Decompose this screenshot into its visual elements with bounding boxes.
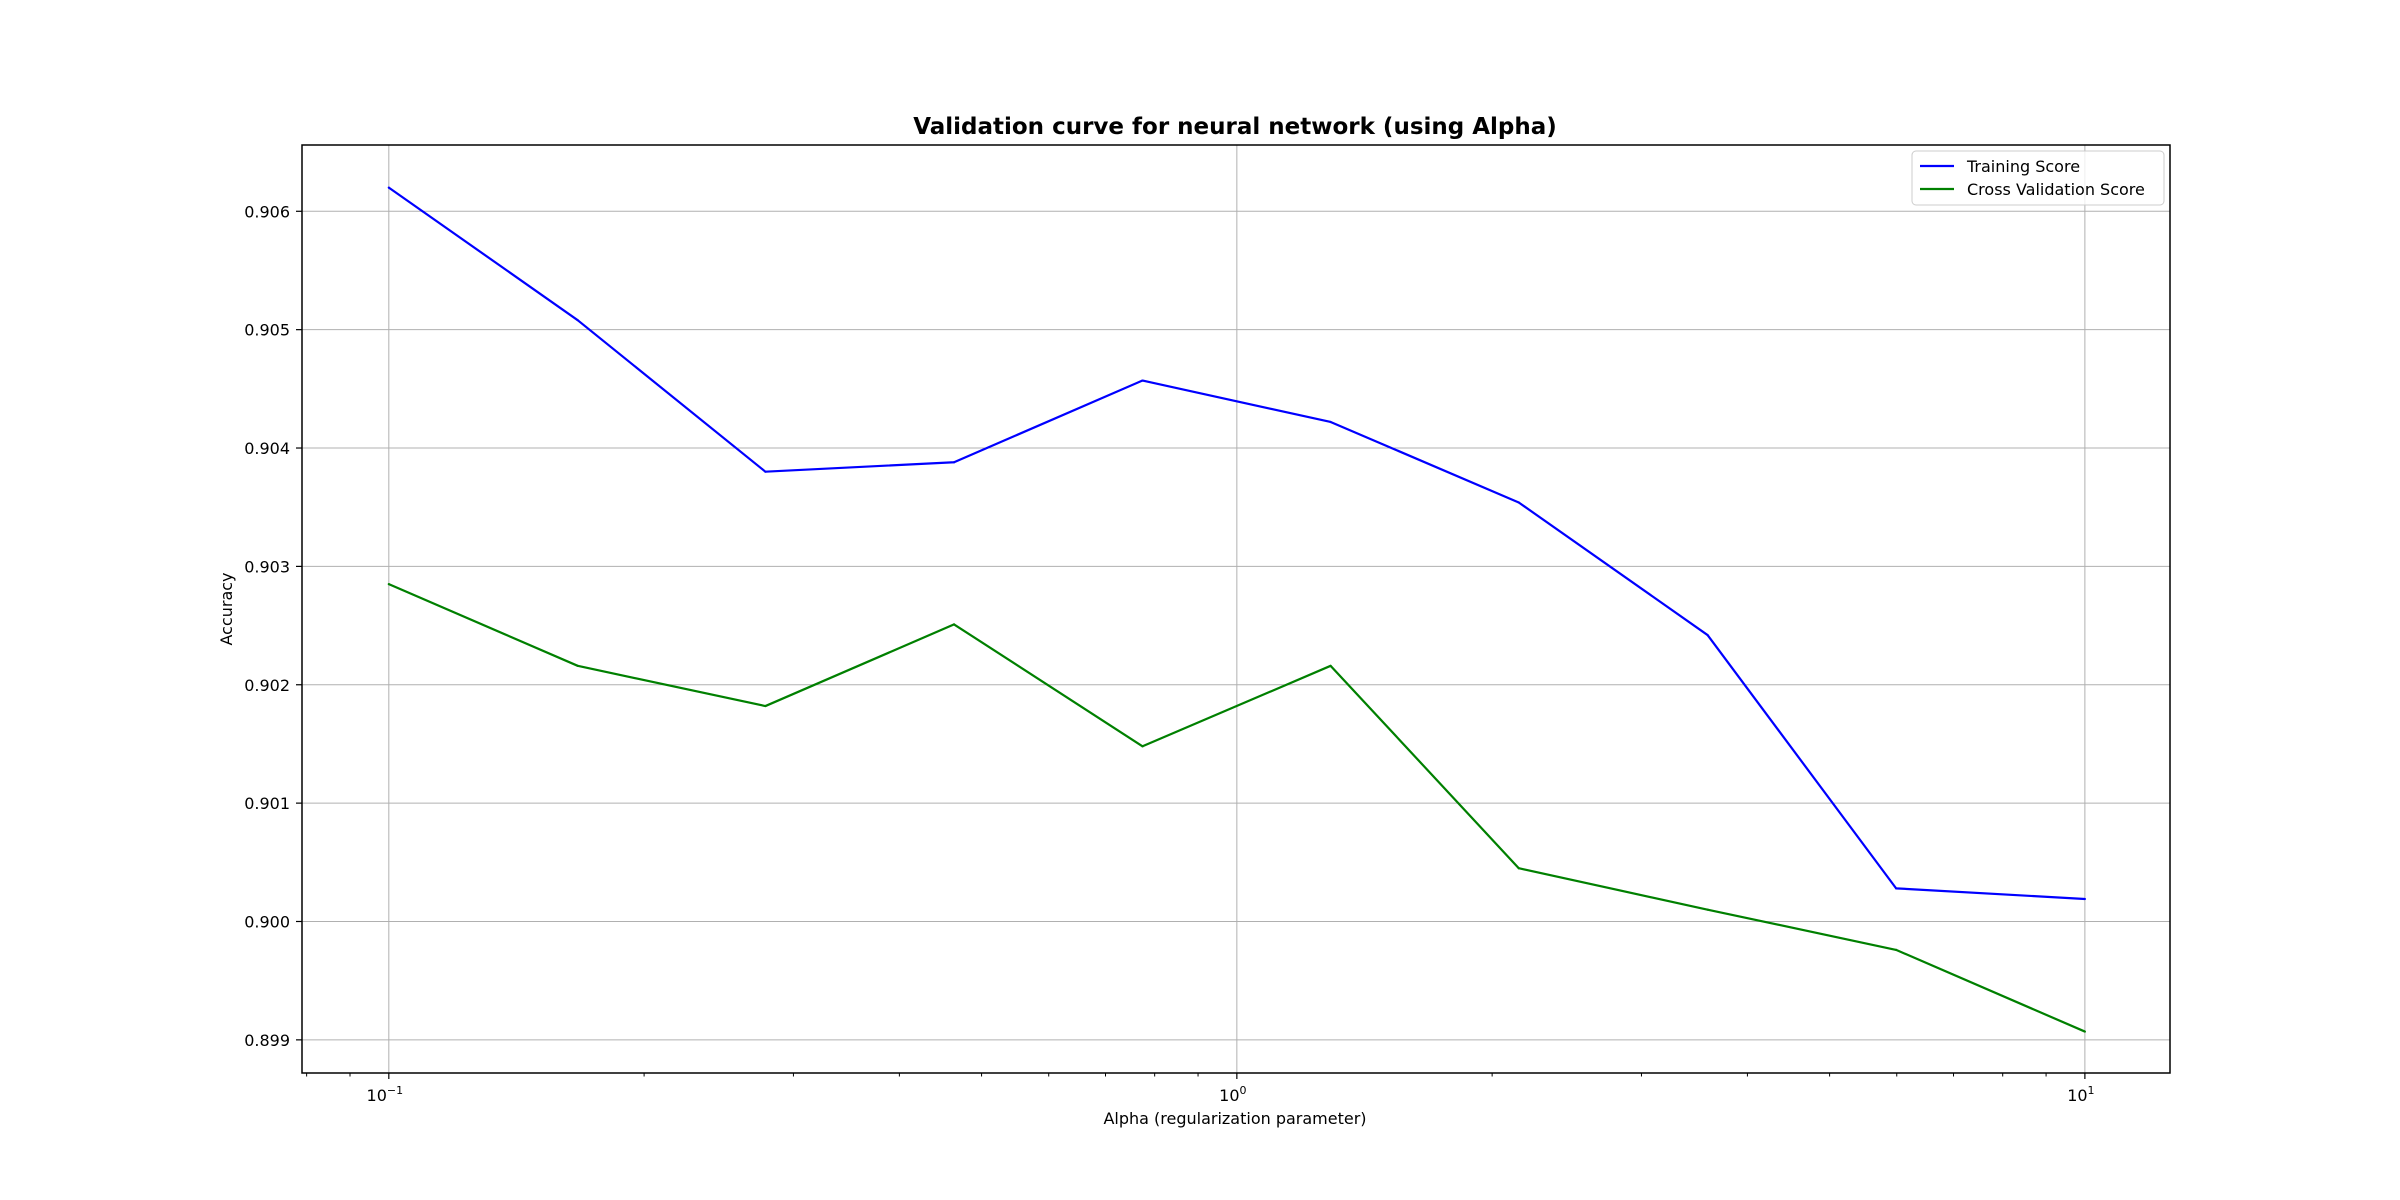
data-point-cross-validation-score [2083,1030,2086,1033]
legend: Training Score Cross Validation Score [1911,150,2165,206]
data-point-training-score [764,470,767,473]
data-point-cross-validation-score [576,664,579,667]
y-tick-label: 0.905 [244,321,290,340]
data-point-training-score [2083,897,2086,901]
data-point-training-score [1895,887,1898,890]
y-tick-label: 0.902 [244,676,290,695]
data-point-training-score [1141,379,1144,382]
data-point-cross-validation-score [1706,908,1709,911]
axis-ticks: 0.899 0.900 0.901 0.902 0.903 0.904 0.905 0.906… [244,202,2094,1105]
data-point-cross-validation-score [1517,867,1520,870]
data-point-training-score [1329,420,1332,424]
data-point-cross-validation-score [1141,745,1144,748]
x-axis-label: Alpha (regularization parameter) [1103,1109,1366,1128]
data-point-training-score [952,461,956,464]
y-tick-label: 0.899 [244,1031,290,1050]
x-tick-label: 101 [2067,1084,2094,1105]
data-point-cross-validation-score [764,704,767,708]
series-line-training-score [388,186,2085,901]
y-tick-label: 0.901 [244,794,290,813]
x-tick-label: 100 [1219,1084,1246,1105]
data-point-cross-validation-score [952,623,956,626]
data-point-training-score [387,186,390,189]
y-tick-label: 0.900 [244,912,290,931]
y-tick-label: 0.904 [244,439,290,458]
data-point-training-score [1517,501,1520,504]
y-tick-label: 0.906 [244,202,290,221]
plot-area-frame [301,144,2171,1074]
data-point-training-score [1706,633,1709,637]
data-point-training-score [576,319,579,322]
data-point-cross-validation-score [387,583,390,586]
grid-lines [302,145,2170,1073]
data-point-cross-validation-score [1895,948,1898,951]
y-axis-label: Accuracy [217,572,236,645]
legend-label-cross-validation-score: Cross Validation Score [1967,180,2145,199]
legend-box [1911,150,2165,206]
y-tick-label: 0.903 [244,557,290,576]
series-line-cross-validation-score [388,583,2086,1033]
legend-label-training-score: Training Score [1966,157,2080,176]
series-lines [387,186,2086,1033]
chart-title: Validation curve for neural network (usi… [913,114,1557,140]
x-tick-label: 10−1 [367,1084,404,1105]
data-point-cross-validation-score [1329,664,1332,667]
